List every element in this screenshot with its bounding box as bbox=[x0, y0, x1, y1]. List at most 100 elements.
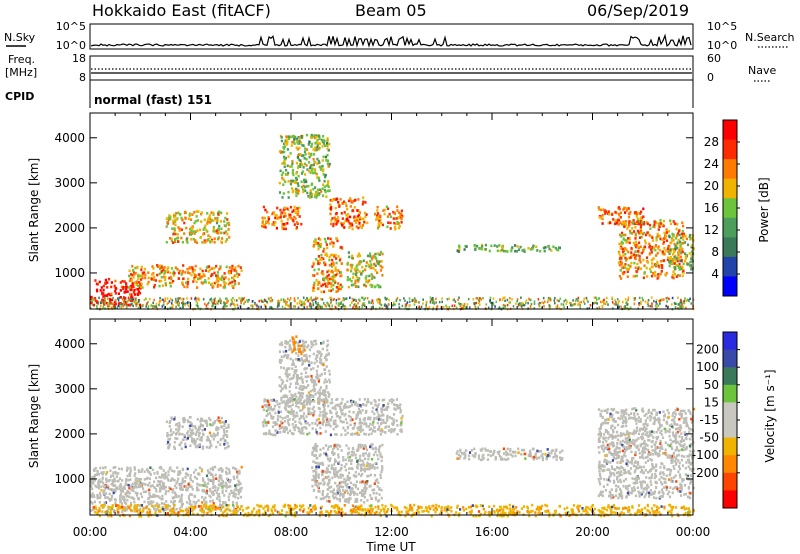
power-cell bbox=[621, 271, 624, 275]
velocity-cell bbox=[283, 426, 286, 430]
power-cell bbox=[205, 304, 208, 307]
power-cell bbox=[517, 303, 520, 306]
velocity-cell bbox=[383, 408, 386, 411]
power-cell bbox=[586, 298, 588, 301]
velocity-cell bbox=[294, 392, 297, 396]
power-cell bbox=[547, 297, 550, 300]
power-cell bbox=[625, 207, 628, 210]
velocity-cell bbox=[288, 373, 291, 376]
power-cell bbox=[340, 212, 343, 215]
power-cell bbox=[322, 183, 325, 186]
power-cell bbox=[166, 302, 168, 306]
power-cell bbox=[573, 303, 576, 306]
velocity-cell bbox=[321, 347, 324, 351]
velocity-cell bbox=[305, 367, 309, 370]
power-cell bbox=[640, 210, 643, 214]
power-cell bbox=[378, 219, 381, 223]
velocity-cell bbox=[325, 384, 328, 388]
velocity-cell bbox=[311, 427, 314, 430]
power-cell bbox=[558, 299, 560, 303]
power-cell bbox=[284, 300, 286, 303]
noise-search-label: N.Search bbox=[745, 31, 795, 44]
velocity-cell bbox=[379, 418, 382, 421]
power-cell bbox=[184, 216, 187, 220]
velocity-cell bbox=[261, 421, 264, 424]
velocity-cell bbox=[303, 354, 306, 358]
power-cell bbox=[300, 172, 304, 175]
velocity-cell bbox=[153, 480, 156, 484]
power-cell bbox=[310, 183, 313, 186]
power-cell bbox=[330, 296, 332, 299]
power-cell bbox=[173, 215, 176, 219]
velocity-cell bbox=[201, 489, 204, 492]
power-cell bbox=[628, 223, 631, 226]
velocity-cell bbox=[324, 414, 327, 418]
power-cell bbox=[341, 201, 344, 205]
velocity-cell bbox=[295, 382, 298, 385]
power-cell bbox=[520, 296, 522, 299]
velocity-cell bbox=[200, 467, 204, 471]
power-cell bbox=[680, 242, 683, 245]
power-cell bbox=[310, 296, 312, 299]
velocity-cell bbox=[364, 433, 367, 436]
velocity-cell bbox=[172, 431, 175, 434]
power-cell bbox=[287, 190, 290, 194]
power-cell bbox=[313, 268, 316, 272]
power-cell bbox=[318, 261, 321, 265]
velocity-cell bbox=[289, 357, 292, 361]
velocity-cell bbox=[367, 433, 370, 436]
power-cell bbox=[357, 226, 360, 230]
velocity-cell bbox=[126, 467, 129, 471]
power-cell bbox=[251, 300, 254, 303]
velocity-cell bbox=[119, 488, 122, 492]
power-cell bbox=[390, 215, 393, 219]
velocity-cell bbox=[395, 419, 398, 422]
power-cell bbox=[228, 236, 231, 239]
power-cell bbox=[618, 212, 621, 216]
power-cell bbox=[341, 217, 344, 220]
power-cell bbox=[244, 300, 246, 304]
power-cell bbox=[241, 297, 243, 300]
power-cell bbox=[512, 305, 515, 308]
velocity-cell bbox=[349, 419, 352, 422]
power-cell bbox=[338, 258, 342, 262]
velocity-cell bbox=[123, 487, 126, 490]
power-cell bbox=[326, 278, 330, 282]
velocity-cell bbox=[216, 418, 219, 422]
velocity-cell bbox=[199, 436, 202, 440]
power-cell bbox=[398, 303, 400, 306]
power-cell bbox=[183, 232, 186, 235]
power-cell bbox=[314, 193, 317, 196]
power-cell bbox=[387, 221, 390, 224]
velocity-cell bbox=[335, 398, 338, 401]
power-cell bbox=[446, 306, 448, 309]
velocity-cell bbox=[316, 418, 319, 422]
velocity-cell bbox=[95, 473, 98, 477]
velocity-cell bbox=[112, 480, 115, 484]
velocity-cell bbox=[221, 491, 224, 494]
velocity-cell bbox=[219, 484, 222, 487]
velocity-cell bbox=[267, 406, 270, 409]
power-cell bbox=[223, 277, 226, 280]
velocity-cell bbox=[218, 475, 221, 478]
velocity-cell bbox=[220, 484, 223, 487]
velocity-cell bbox=[158, 480, 161, 484]
power-cell bbox=[675, 257, 678, 261]
velocity-cell bbox=[205, 422, 209, 426]
power-cell bbox=[340, 222, 343, 225]
velocity-cell bbox=[169, 479, 173, 482]
power-cell bbox=[330, 282, 333, 285]
velocity-cell bbox=[104, 466, 107, 469]
power-cell bbox=[164, 306, 166, 309]
power-cell bbox=[623, 225, 626, 228]
power-cell bbox=[270, 296, 272, 300]
power-cell bbox=[633, 222, 637, 225]
power-cell bbox=[312, 263, 315, 266]
power-cell bbox=[669, 250, 672, 253]
velocity-cell bbox=[313, 389, 316, 393]
power-cell bbox=[479, 297, 481, 300]
power-cell bbox=[247, 300, 249, 303]
power-cell bbox=[680, 236, 683, 240]
velocity-cell bbox=[334, 422, 337, 425]
power-cell bbox=[624, 298, 627, 301]
